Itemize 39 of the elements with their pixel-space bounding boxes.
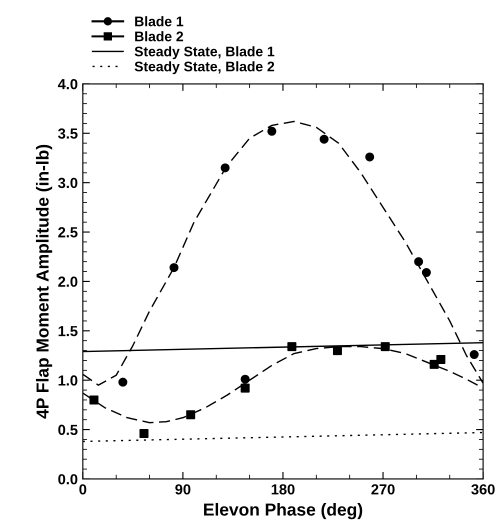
legend-label: Blade 2 — [135, 31, 184, 42]
x-tick-label: 270 — [371, 484, 395, 495]
point — [240, 374, 250, 384]
point — [430, 360, 439, 369]
point — [118, 378, 128, 387]
point — [470, 350, 479, 360]
legend-label: Blade 1 — [135, 16, 184, 26]
y-tick-label: 0.5 — [58, 424, 78, 436]
y-tick-label: 2.0 — [58, 276, 78, 287]
x-tick-label: 0 — [79, 484, 86, 495]
point — [240, 384, 250, 393]
point — [287, 342, 296, 352]
y-tick-label: 3.0 — [58, 178, 78, 188]
x-tick-label: 90 — [175, 484, 190, 495]
point — [170, 263, 179, 272]
y-tick-label: 3.5 — [58, 128, 78, 139]
y-tick-label: 1.0 — [58, 375, 78, 386]
y-tick-label: 0.0 — [58, 474, 78, 484]
y-tick-label: 1.5 — [58, 326, 78, 336]
point — [365, 152, 374, 162]
legend-label: Steady State, Blade 1 — [134, 46, 274, 60]
point — [89, 395, 98, 404]
x-tick-label: 180 — [272, 484, 295, 495]
legend-label: Steady State, Blade 2 — [134, 61, 274, 74]
point — [186, 410, 196, 420]
point — [139, 429, 148, 438]
y-axis-title: 4P Flap Moment Amplitude (in-lb) — [36, 144, 52, 419]
point — [220, 163, 230, 172]
y-tick-label: 2.5 — [58, 227, 78, 238]
x-tick-label: 360 — [471, 484, 495, 495]
y-tick-label: 4.0 — [58, 79, 78, 90]
point — [267, 126, 276, 136]
point — [332, 346, 342, 356]
x-axis-title: Elevon Phase (deg) — [204, 502, 362, 520]
point — [380, 342, 390, 352]
point — [414, 257, 424, 266]
point — [320, 134, 329, 144]
point — [422, 268, 431, 278]
point — [436, 354, 446, 364]
